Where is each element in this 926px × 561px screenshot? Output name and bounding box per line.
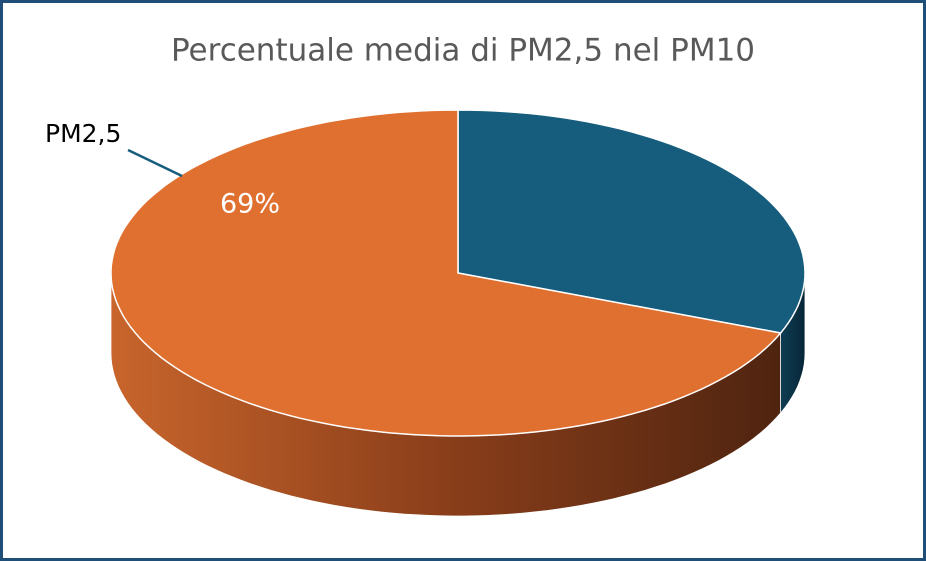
pie-slice bbox=[457, 109, 806, 334]
leader-line bbox=[127, 148, 183, 178]
pie-slice bbox=[110, 109, 783, 437]
value-label: 69% bbox=[220, 189, 280, 220]
chart-title: Percentuale media di PM2,5 nel PM10 bbox=[171, 33, 755, 69]
category-label: PM2,5 bbox=[45, 119, 121, 148]
